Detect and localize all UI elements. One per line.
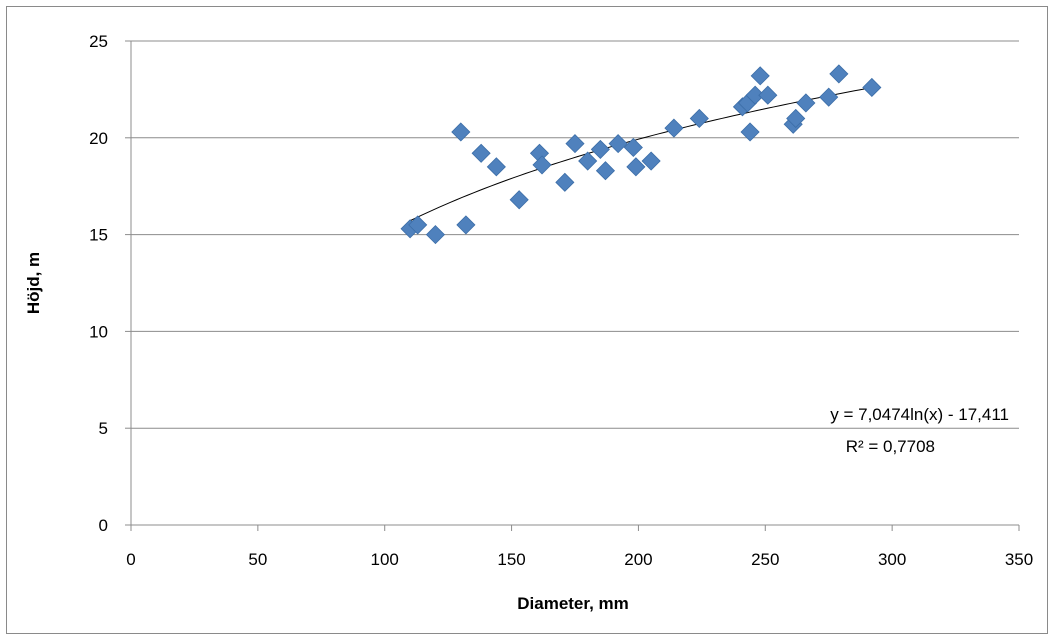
- data-point: [829, 64, 849, 84]
- axes: [125, 40, 1020, 531]
- data-point: [425, 225, 446, 245]
- data-point: [456, 215, 476, 235]
- chart-area: [6, 6, 1048, 634]
- data-point: [689, 108, 709, 129]
- data-point: [745, 85, 765, 105]
- data-point: [590, 139, 610, 159]
- y-tick-label: 25: [89, 32, 108, 51]
- y-tick-label: 10: [89, 322, 108, 341]
- data-point: [555, 172, 575, 192]
- x-tick-label: 0: [126, 550, 135, 569]
- trendline: [409, 87, 872, 222]
- data-point: [471, 143, 491, 163]
- y-tick-label: 5: [99, 419, 108, 438]
- data-point: [608, 134, 628, 154]
- data-point: [565, 134, 585, 154]
- x-tick-label: 50: [248, 550, 267, 569]
- data-point: [664, 118, 684, 138]
- data-point: [750, 66, 770, 86]
- data-point: [623, 137, 643, 158]
- x-tick-label: 150: [497, 550, 525, 569]
- y-axis-title: Höjd, m: [24, 252, 43, 314]
- data-point: [626, 157, 646, 177]
- x-tick-label: 100: [371, 550, 399, 569]
- data-point: [532, 155, 552, 175]
- x-axis-title: Diameter, mm: [517, 594, 629, 613]
- data-point: [595, 161, 616, 181]
- data-point: [486, 157, 506, 177]
- data-point: [509, 190, 529, 210]
- data-point: [641, 151, 661, 171]
- x-tick-label: 300: [878, 550, 906, 569]
- trendline-group: [409, 87, 872, 222]
- data-point: [758, 85, 778, 105]
- y-tick-label: 20: [89, 129, 108, 148]
- y-tick-label: 0: [99, 516, 108, 535]
- y-tick-label: 15: [89, 226, 108, 245]
- data-point: [451, 122, 471, 142]
- data-point: [786, 108, 806, 129]
- data-point: [408, 215, 428, 235]
- data-point: [796, 93, 816, 113]
- x-tick-label: 250: [751, 550, 779, 569]
- data-point: [862, 77, 882, 98]
- data-point: [578, 151, 598, 171]
- x-tick-label: 350: [1005, 550, 1033, 569]
- data-point: [819, 87, 839, 107]
- gridlines: [131, 40, 1019, 429]
- data-point: [740, 122, 760, 142]
- trendline-r2: R² = 0,7708: [846, 437, 935, 456]
- data-points: [400, 64, 882, 245]
- x-tick-label: 200: [624, 550, 652, 569]
- trendline-equation: y = 7,0474ln(x) - 17,411: [830, 405, 1009, 424]
